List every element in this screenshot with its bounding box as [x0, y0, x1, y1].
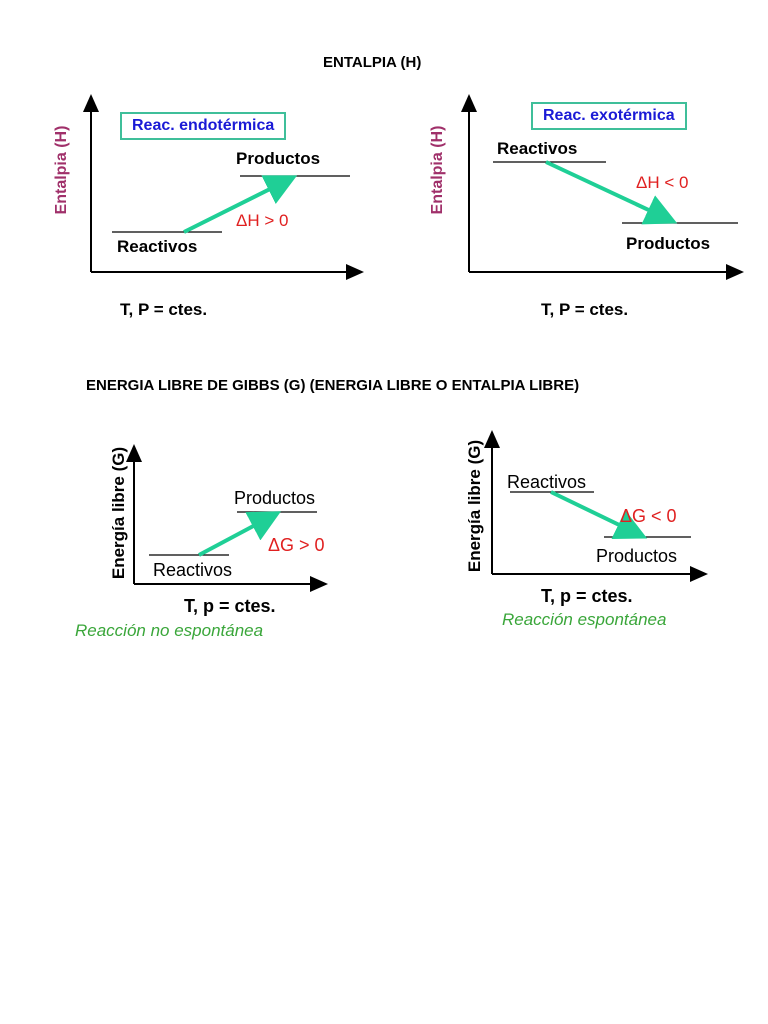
delta-h-label: ΔH > 0 — [236, 211, 289, 230]
gibbs-heading: ENERGIA LIBRE DE GIBBS (G) (ENERGIA LIBR… — [86, 377, 580, 394]
reactants-label: Reactivos — [507, 472, 587, 492]
conditions-label: T, p = ctes. — [184, 596, 276, 616]
delta-g-label: ΔG > 0 — [268, 535, 325, 555]
reaction-type-box: Reac. endotérmica — [120, 112, 287, 140]
reaction-arrow — [198, 511, 282, 557]
reactants-label: Reactivos — [153, 560, 233, 580]
spontaneity-verdict: Reacción espontánea — [502, 610, 667, 629]
delta-g-label: ΔG < 0 — [620, 506, 677, 526]
delta-h-label: ΔH < 0 — [636, 173, 689, 192]
reaction-arrow — [183, 175, 298, 234]
spontaneity-verdict: Reacción no espontánea — [75, 621, 264, 640]
conditions-label: T, P = ctes. — [120, 300, 208, 319]
exothermic-graphic — [461, 94, 744, 280]
y-axis-label: Energía libre (G) — [465, 439, 484, 573]
reaction-arrow — [545, 160, 678, 225]
reactants-label: Reactivos — [497, 139, 578, 158]
reaction-type-box: Reac. exotérmica — [531, 102, 687, 130]
products-label: Productos — [596, 546, 678, 566]
enthalpy-heading: ENTALPIA (H) — [323, 54, 422, 71]
products-label: Productos — [236, 149, 321, 168]
spontaneous-graphic — [484, 430, 708, 582]
non-spontaneous-graphic — [126, 444, 328, 592]
conditions-label: T, p = ctes. — [541, 586, 633, 606]
products-label: Productos — [626, 234, 711, 253]
reactants-label: Reactivos — [117, 237, 198, 256]
products-label: Productos — [234, 488, 316, 508]
conditions-label: T, P = ctes. — [541, 300, 629, 319]
reaction-arrow — [550, 490, 648, 539]
endothermic-graphic — [83, 94, 364, 280]
